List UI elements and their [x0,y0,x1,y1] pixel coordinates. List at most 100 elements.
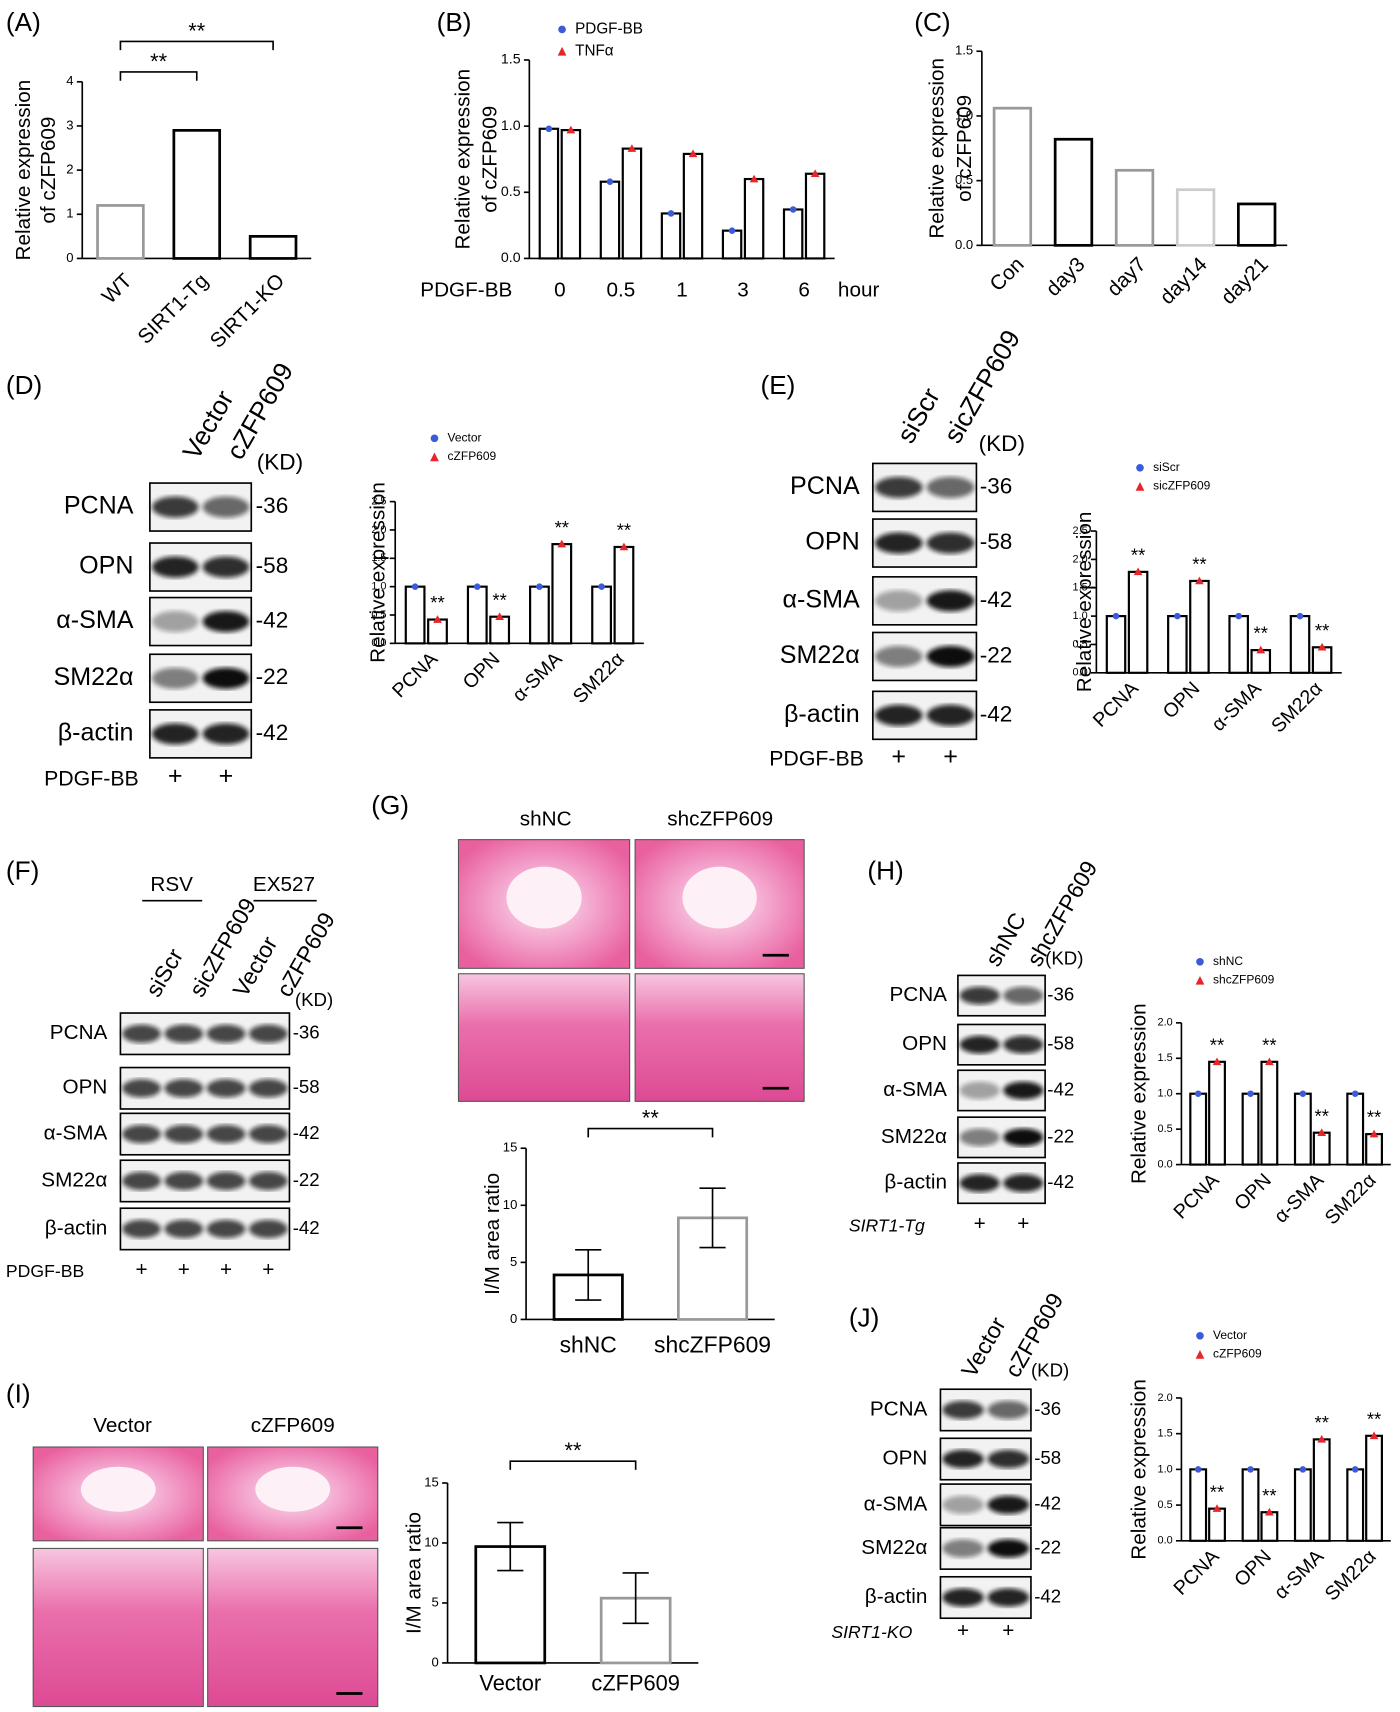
y-axis-label: Relative expression [1127,1003,1150,1184]
annotation: ** [617,520,631,541]
y-tick-label: 1.0 [955,107,973,122]
bar [1312,1438,1331,1542]
protein-label: SM22α [881,1125,947,1148]
bar [560,129,582,260]
bar [721,229,743,260]
blot-band [151,667,199,689]
bar [1105,615,1127,674]
blot-band [987,1495,1030,1514]
group-label: RSV [150,873,193,896]
bar-marker [495,612,505,620]
histology-image [457,973,631,1102]
protein-label: β-actin [784,700,860,728]
annotation: ** [1367,1107,1381,1128]
treatment-mark: + [220,1258,232,1281]
treatment-label: PDGF-BB [44,766,139,790]
bar-marker [749,174,759,183]
y-tick-label: 1.5 [1073,582,1088,594]
y-tick-label: 3 [66,117,73,132]
bar [1208,1507,1226,1542]
bar [1260,1060,1279,1166]
blot-band [122,1219,161,1239]
legend-marker [1136,463,1144,472]
x-tick-label: α-SMA [1270,1169,1329,1228]
x-tick-label: PCNA [1089,677,1144,732]
y-tick-label: 0.0 [501,250,521,266]
bar-marker [536,583,543,590]
legend-marker [430,452,439,462]
legend-marker [557,46,567,56]
bar [682,152,704,260]
bar [660,212,682,260]
protein-label: PCNA [889,983,947,1006]
annotation: ** [1262,1034,1276,1055]
protein-label: OPN [62,1076,107,1099]
y-tick-label: 1.0 [1158,1463,1173,1475]
bar-marker [557,539,567,548]
panel-label: (D) [6,370,42,400]
treatment-mark: + [974,1212,986,1235]
treatment-mark: + [136,1258,148,1281]
bar [1189,1468,1208,1542]
protein-label: α-SMA [883,1078,947,1101]
x-tick-label: PCNA [388,647,443,702]
blot-band [987,1539,1030,1558]
histology-image [207,1547,379,1708]
kd-label: -42 [1034,1585,1061,1606]
treatment-mark: + [891,742,906,770]
kd-unit: (KD) [1031,1360,1069,1381]
bar-marker [688,149,698,158]
bar-marker [545,125,553,133]
protein-label: PCNA [870,1397,928,1420]
blot-band [206,1024,246,1043]
lane-label: siScr [891,382,946,448]
y-axis-label: of cZFP609 [953,95,976,202]
bar [1053,137,1094,247]
bar [1127,570,1149,674]
bar [1175,188,1216,247]
x-tick-label: day3 [1042,253,1090,301]
bar-marker [598,583,605,590]
blot-band [202,556,250,578]
bar-marker [627,144,637,152]
annotation: ** [555,517,569,538]
bar-marker [1317,642,1327,651]
kd-unit: (KD) [979,431,1025,456]
protein-label: OPN [882,1446,927,1469]
x-tick-label: cZFP609 [591,1671,679,1696]
blot-band [164,1124,204,1144]
y-tick-label: 1 [66,206,73,221]
y-tick-label: 15 [503,1140,518,1155]
annotation: ** [1314,1105,1328,1126]
x-tick-label: OPN [459,648,505,694]
bar-marker [1265,1057,1274,1066]
x-tick-label: day21 [1217,253,1273,309]
bar-marker [619,542,629,551]
treatment-mark: + [1017,1212,1029,1235]
blot-band [987,1400,1030,1420]
legend-label: cZFP609 [448,449,497,463]
blot-band [206,1171,246,1191]
y-tick-label: 2.5 [371,495,386,507]
blot-band [202,496,250,518]
bar-marker [1195,576,1204,585]
x-tick-label: PCNA [1169,1169,1224,1224]
x-tick-label: α-SMA [508,647,567,706]
bar-marker [1265,1507,1274,1516]
panel-label: (I) [6,1379,31,1409]
blot-band [926,532,975,554]
bar [599,180,621,260]
blot-band [959,1081,1000,1100]
bar [1312,1131,1331,1166]
vessel-lumen [80,1466,156,1512]
y-tick-label: 1.5 [1158,1052,1173,1064]
y-tick-label: 5 [432,1594,439,1609]
bar [1260,1511,1279,1542]
y-tick-label: 0.5 [955,172,973,187]
legend-marker [1195,975,1205,985]
lane-label: sicZFP609 [938,325,1026,448]
bar-marker [1194,1090,1202,1097]
lane-label: siScr [140,944,188,1001]
y-tick-label: 2.5 [1073,525,1088,537]
